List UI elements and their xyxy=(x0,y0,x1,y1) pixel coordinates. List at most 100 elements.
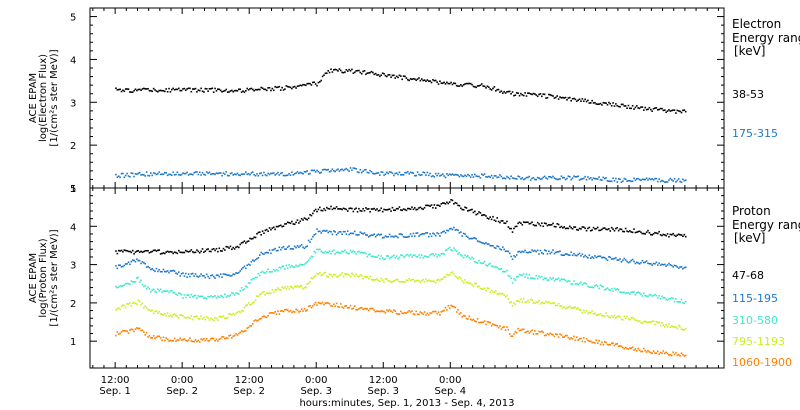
proton-point-310-580 xyxy=(620,291,623,294)
electron-point-38-53 xyxy=(453,82,455,84)
electron-point-175-315 xyxy=(458,175,461,178)
proton-point-795-1193 xyxy=(578,308,581,311)
electron-point-175-315 xyxy=(263,171,265,174)
proton-point-795-1193 xyxy=(453,273,455,275)
proton-point-795-1193 xyxy=(302,287,304,290)
electron-point-38-53 xyxy=(420,78,423,80)
proton-point-1060-1900 xyxy=(258,318,261,320)
electron-point-38-53 xyxy=(419,79,422,82)
proton-point-115-195 xyxy=(662,263,665,266)
proton-point-1060-1900 xyxy=(634,348,637,350)
proton-point-47-68 xyxy=(164,252,166,255)
proton-point-310-580 xyxy=(138,281,141,283)
proton-point-1060-1900 xyxy=(124,330,127,332)
electron-point-38-53 xyxy=(302,83,304,86)
proton-point-795-1193 xyxy=(131,302,134,305)
proton-point-795-1193 xyxy=(550,302,553,305)
proton-point-47-68 xyxy=(631,231,634,234)
electron-point-175-315 xyxy=(342,169,345,172)
proton-point-795-1193 xyxy=(662,324,665,327)
proton-point-47-68 xyxy=(158,249,161,251)
electron-point-38-53 xyxy=(313,81,316,84)
electron-point-175-315 xyxy=(136,173,138,176)
proton-point-310-580 xyxy=(380,255,383,257)
proton-point-115-195 xyxy=(172,269,174,272)
electron-point-38-53 xyxy=(225,88,228,91)
proton-point-115-195 xyxy=(402,235,405,238)
proton-point-1060-1900 xyxy=(229,334,232,337)
electron-point-175-315 xyxy=(295,172,297,174)
electron-point-38-53 xyxy=(166,90,169,93)
proton-point-795-1193 xyxy=(479,287,482,290)
proton-point-115-195 xyxy=(284,248,286,250)
electron-point-175-315 xyxy=(150,172,152,174)
proton-point-47-68 xyxy=(298,222,300,224)
electron-point-175-315 xyxy=(584,175,586,178)
proton-point-1060-1900 xyxy=(418,313,420,316)
proton-point-47-68 xyxy=(203,251,205,253)
proton-point-795-1193 xyxy=(640,321,642,324)
proton-point-1060-1900 xyxy=(342,307,345,309)
proton-point-47-68 xyxy=(207,248,209,250)
electron-point-175-315 xyxy=(254,174,257,177)
proton-point-310-580 xyxy=(288,264,290,266)
proton-point-115-195 xyxy=(330,230,332,233)
proton-point-1060-1900 xyxy=(254,319,257,321)
electron-point-175-315 xyxy=(585,178,588,181)
proton-point-310-580 xyxy=(627,292,630,294)
proton-point-1060-1900 xyxy=(398,313,401,315)
electron-point-38-53 xyxy=(636,105,638,107)
proton-point-1060-1900 xyxy=(131,328,134,331)
proton-point-310-580 xyxy=(405,254,408,256)
proton-point-47-68 xyxy=(447,202,450,205)
proton-point-310-580 xyxy=(649,293,652,296)
proton-point-310-580 xyxy=(489,262,491,265)
proton-point-1060-1900 xyxy=(504,329,507,331)
proton-point-1060-1900 xyxy=(483,320,486,322)
proton-point-115-195 xyxy=(353,230,356,233)
proton-point-47-68 xyxy=(282,225,285,227)
proton-point-795-1193 xyxy=(383,281,385,283)
proton-point-115-195 xyxy=(222,273,225,275)
proton-point-47-68 xyxy=(319,206,321,209)
proton-point-47-68 xyxy=(339,208,342,210)
proton-point-310-580 xyxy=(261,270,264,273)
proton-point-795-1193 xyxy=(661,322,663,324)
proton-point-47-68 xyxy=(395,207,398,210)
electron-point-38-53 xyxy=(210,87,212,90)
electron-point-38-53 xyxy=(398,74,401,77)
proton-point-47-68 xyxy=(144,249,147,252)
proton-point-115-195 xyxy=(120,265,123,268)
proton-point-115-195 xyxy=(469,237,472,240)
electron-point-38-53 xyxy=(229,90,232,92)
electron-point-38-53 xyxy=(623,105,626,107)
electron-point-175-315 xyxy=(288,172,290,175)
proton-point-1060-1900 xyxy=(557,336,560,338)
electron-point-175-315 xyxy=(497,176,500,178)
electron-point-38-53 xyxy=(624,105,627,107)
proton-point-47-68 xyxy=(483,214,486,216)
proton-point-795-1193 xyxy=(649,321,652,324)
electron-point-38-53 xyxy=(508,90,511,93)
electron-point-38-53 xyxy=(454,82,457,85)
proton-point-310-580 xyxy=(282,265,285,268)
proton-point-115-195 xyxy=(306,245,309,247)
proton-point-47-68 xyxy=(645,231,648,234)
proton-point-47-68 xyxy=(630,231,633,233)
proton-point-310-580 xyxy=(432,253,434,255)
proton-point-47-68 xyxy=(341,208,343,211)
electron-point-175-315 xyxy=(560,175,563,178)
electron-point-38-53 xyxy=(168,87,170,90)
proton-point-47-68 xyxy=(326,206,328,209)
proton-point-310-580 xyxy=(651,295,653,297)
proton-point-115-195 xyxy=(116,267,119,270)
electron-point-38-53 xyxy=(532,92,535,95)
proton-point-795-1193 xyxy=(186,316,188,319)
electron-point-175-315 xyxy=(471,174,473,176)
proton-point-795-1193 xyxy=(455,276,458,279)
electron-point-175-315 xyxy=(309,172,311,175)
electron-point-175-315 xyxy=(601,179,603,182)
proton-point-47-68 xyxy=(514,225,517,228)
proton-point-1060-1900 xyxy=(479,321,482,324)
proton-point-115-195 xyxy=(145,266,148,268)
